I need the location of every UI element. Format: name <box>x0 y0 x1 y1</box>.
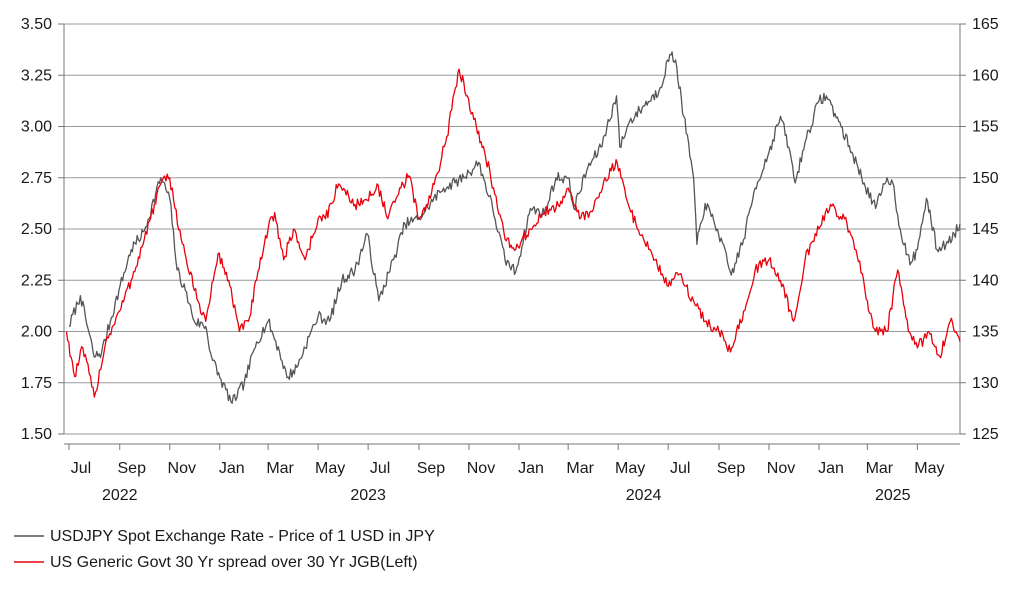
x-axis-year-label: 2025 <box>875 487 911 504</box>
x-axis-tick-label: Nov <box>168 460 196 477</box>
legend-label-spread: US Generic Govt 30 Yr spread over 30 Yr … <box>50 554 418 571</box>
right-axis-tick-label: 155 <box>972 119 999 136</box>
left-axis-tick-label: 2.50 <box>21 221 52 238</box>
x-axis-tick-label: Jul <box>71 460 91 477</box>
gridlines <box>64 23 960 435</box>
x-axis-tick-label: Sep <box>118 460 147 477</box>
right-axis-tick-label: 130 <box>972 375 999 392</box>
x-axis-tick-label: Sep <box>417 460 446 477</box>
right-axis-tick-label: 140 <box>972 272 999 289</box>
right-axis-tick-label: 135 <box>972 324 999 341</box>
x-axis-tick-label: Jan <box>818 460 844 477</box>
x-axis-year-label: 2024 <box>626 487 662 504</box>
legend: USDJPY Spot Exchange Rate - Price of 1 U… <box>14 528 435 571</box>
right-axis-tick-label: 165 <box>972 16 999 33</box>
x-axis-tick-label: Jul <box>370 460 390 477</box>
series-lines <box>65 51 961 404</box>
axes <box>58 23 966 450</box>
left-axis-tick-label: 1.50 <box>21 426 52 443</box>
x-axis-year-label: 2023 <box>350 487 386 504</box>
left-axis-tick-label: 2.25 <box>21 272 52 289</box>
right-axis-tick-label: 150 <box>972 170 999 187</box>
series-line-usdjpy <box>68 51 961 404</box>
series-line-spread <box>65 68 961 398</box>
left-axis-tick-label: 1.75 <box>21 375 52 392</box>
left-axis-tick-label: 3.25 <box>21 67 52 84</box>
x-axis-tick-label: May <box>615 460 645 477</box>
right-axis-tick-label: 145 <box>972 221 999 238</box>
right-axis-tick-label: 125 <box>972 426 999 443</box>
x-axis-tick-label: Jan <box>219 460 245 477</box>
x-axis-tick-label: Sep <box>717 460 746 477</box>
x-axis-tick-label: Nov <box>467 460 495 477</box>
tick-labels: 3.50 3.25 3.00 2.75 2.50 2.25 2.00 1.75 1.50 165 1… <box>21 16 999 504</box>
x-axis-tick-label: Jul <box>670 460 690 477</box>
x-axis-tick-label: May <box>315 460 345 477</box>
left-axis-tick-label: 3.00 <box>21 119 52 136</box>
left-axis-tick-label: 2.00 <box>21 324 52 341</box>
x-axis-year-label: 2022 <box>102 487 138 504</box>
right-axis-tick-label: 160 <box>972 67 999 84</box>
x-axis-tick-label: Mar <box>866 460 894 477</box>
x-axis-tick-label: Mar <box>266 460 294 477</box>
legend-label-usdjpy: USDJPY Spot Exchange Rate - Price of 1 U… <box>50 528 435 545</box>
x-axis-tick-label: Mar <box>566 460 594 477</box>
x-axis-tick-label: May <box>914 460 944 477</box>
x-axis-tick-label: Nov <box>767 460 795 477</box>
left-axis-tick-label: 3.50 <box>21 16 52 33</box>
left-axis-tick-label: 2.75 <box>21 170 52 187</box>
x-axis-tick-label: Jan <box>518 460 544 477</box>
